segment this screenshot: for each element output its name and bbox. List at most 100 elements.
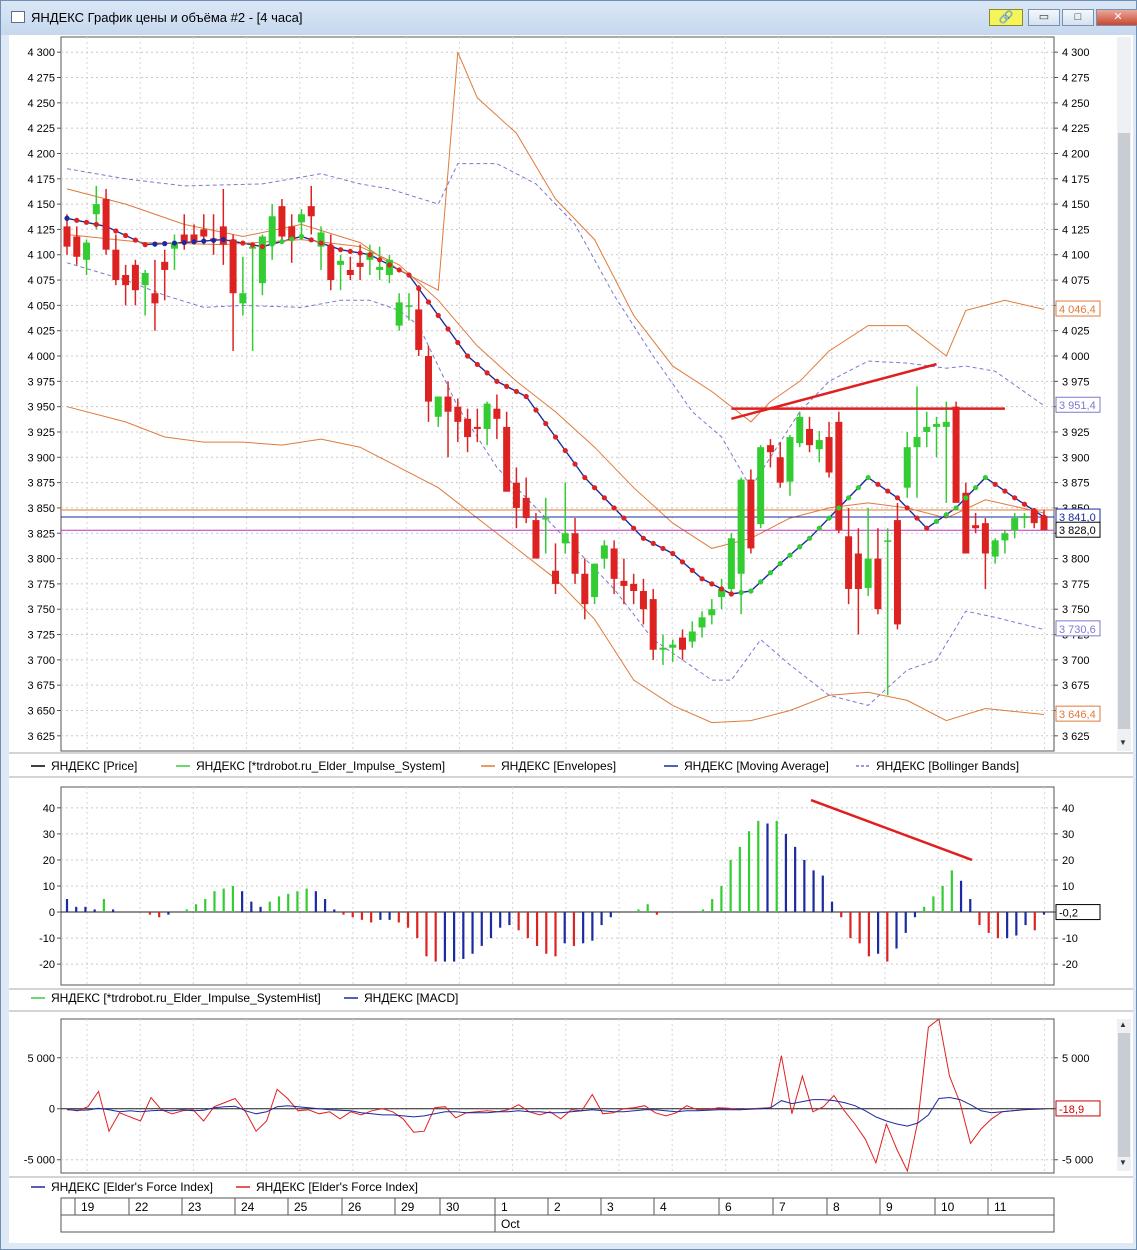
title-bar[interactable]: ЯНДЕКС График цены и объёма #2 - [4 часа… [1,1,1137,35]
date-label: 4 [660,1200,667,1214]
price-tag-label: -18,9 [1059,1104,1084,1116]
candle-body [981,523,989,554]
candle-body [327,245,335,281]
y-tick-label-left: 4 100 [27,250,55,262]
candle-body [83,242,91,260]
candle-body [307,206,315,217]
impulse-dot [748,588,754,594]
scroll-thumb[interactable] [1118,133,1130,729]
date-label: 29 [401,1200,415,1214]
candle-body [112,249,120,281]
impulse-dot [308,237,314,243]
close-button[interactable]: ✕ [1096,9,1137,26]
y-tick-label-left: 40 [43,803,55,815]
impulse-dot [963,495,969,501]
candle-body [923,426,931,432]
price-tag-label: 3 646,4 [1059,709,1096,721]
scroll-down-arrow[interactable]: ▼ [1119,738,1127,747]
legend-label: ЯНДЕКС [*trdrobot.ru_Elder_Impulse_Syste… [51,991,321,1005]
y-tick-label-left: 30 [43,829,55,841]
y-tick-label-right: 3 625 [1062,731,1090,743]
impulse-dot [210,237,217,243]
impulse-dot [552,434,559,440]
candle-body [884,540,892,542]
y-tick-label-left: 4 000 [27,351,55,363]
legend-label: ЯНДЕКС [Elder's Force Index] [256,1180,418,1194]
impulse-dot [269,241,275,247]
impulse-dot [885,488,891,494]
price-tag [1055,620,1101,637]
price-tag-label: 4 046,4 [1059,304,1096,316]
y-tick-label-left: 3 925 [27,427,55,439]
legend-label: ЯНДЕКС [Elder's Force Index] [51,1180,213,1194]
macd-pane: 404030302020101000-10-10-20-20-0,2 [39,786,1101,986]
y-tick-label-right: 3 975 [1062,376,1090,388]
candle-body [874,558,882,610]
candle-body [249,246,257,249]
candle-body [522,497,530,519]
candle-body [1001,533,1009,541]
y-tick-label-left: 0 [49,1104,55,1116]
impulse-dot [1031,508,1037,514]
candle-body [376,266,384,270]
scroll-down-arrow[interactable]: ▼ [1119,1158,1127,1167]
y-tick-label-right: 4 175 [1062,174,1090,186]
month-label: Oct [501,1217,520,1231]
price-tag-label: 3 730,6 [1059,624,1096,636]
moving-average-line [66,217,1045,595]
impulse-dot [191,239,197,245]
candle-body [776,457,784,483]
candle-body [698,617,706,628]
impulse-dot [474,361,480,368]
candle-body [747,479,755,549]
impulse-dot [1002,488,1008,494]
impulse-dot [74,217,80,223]
candle-body [424,356,432,402]
impulse-dot [377,257,383,263]
maximize-button[interactable]: □ [1062,9,1094,26]
legend-label: ЯНДЕКС [Bollinger Bands] [876,759,1019,773]
y-tick-label-left: 3 775 [27,579,55,591]
date-label: 7 [779,1200,786,1214]
candle-body [796,416,804,444]
impulse-dot [103,223,109,229]
scroll-up-arrow[interactable]: ▲ [1119,1020,1127,1029]
candle-body [415,309,423,350]
candle-body [122,275,130,286]
impulse-dot [611,505,617,511]
y-tick-label-left: 4 200 [27,148,55,160]
candle-body [434,396,442,417]
y-tick-label-right: 10 [1062,881,1074,893]
impulse-dot [767,570,774,576]
y-tick-label-right: 4 000 [1062,351,1090,363]
minimize-button[interactable]: ▭ [1028,9,1060,26]
date-label: 22 [135,1200,149,1214]
legend-label: ЯНДЕКС [MACD] [364,991,458,1005]
impulse-dot [318,240,324,246]
y-tick-label-left: 3 725 [27,630,55,642]
bollinger-band-line [66,163,1045,489]
y-tick-label-right: 3 700 [1062,655,1090,667]
candle-body [913,437,921,448]
impulse-dot [875,481,881,487]
y-tick-label-right: 40 [1062,803,1074,815]
y-tick-label-left: 3 950 [27,402,55,414]
y-tick-label-right: 4 275 [1062,73,1090,85]
impulse-dot [709,581,715,587]
impulse-dot [455,339,461,346]
candle-body [845,536,853,589]
scroll-thumb[interactable] [1118,1033,1130,1157]
link-icon[interactable]: 🔗 [989,9,1023,26]
impulse-dot [504,383,510,390]
y-tick-label-left: 5 000 [27,1053,55,1065]
y-tick-label-right: 3 675 [1062,680,1090,692]
impulse-dot [406,272,412,278]
force-pane-scrollbar[interactable]: ▲ ▼ [1117,1019,1131,1171]
candle-body [942,421,950,427]
impulse-dot [924,525,930,531]
y-tick-label-right: 4 150 [1062,199,1090,211]
y-tick-label-left: 3 675 [27,680,55,692]
price-pane-scrollbar[interactable]: ▼ [1117,37,1131,751]
impulse-dot [855,485,861,491]
